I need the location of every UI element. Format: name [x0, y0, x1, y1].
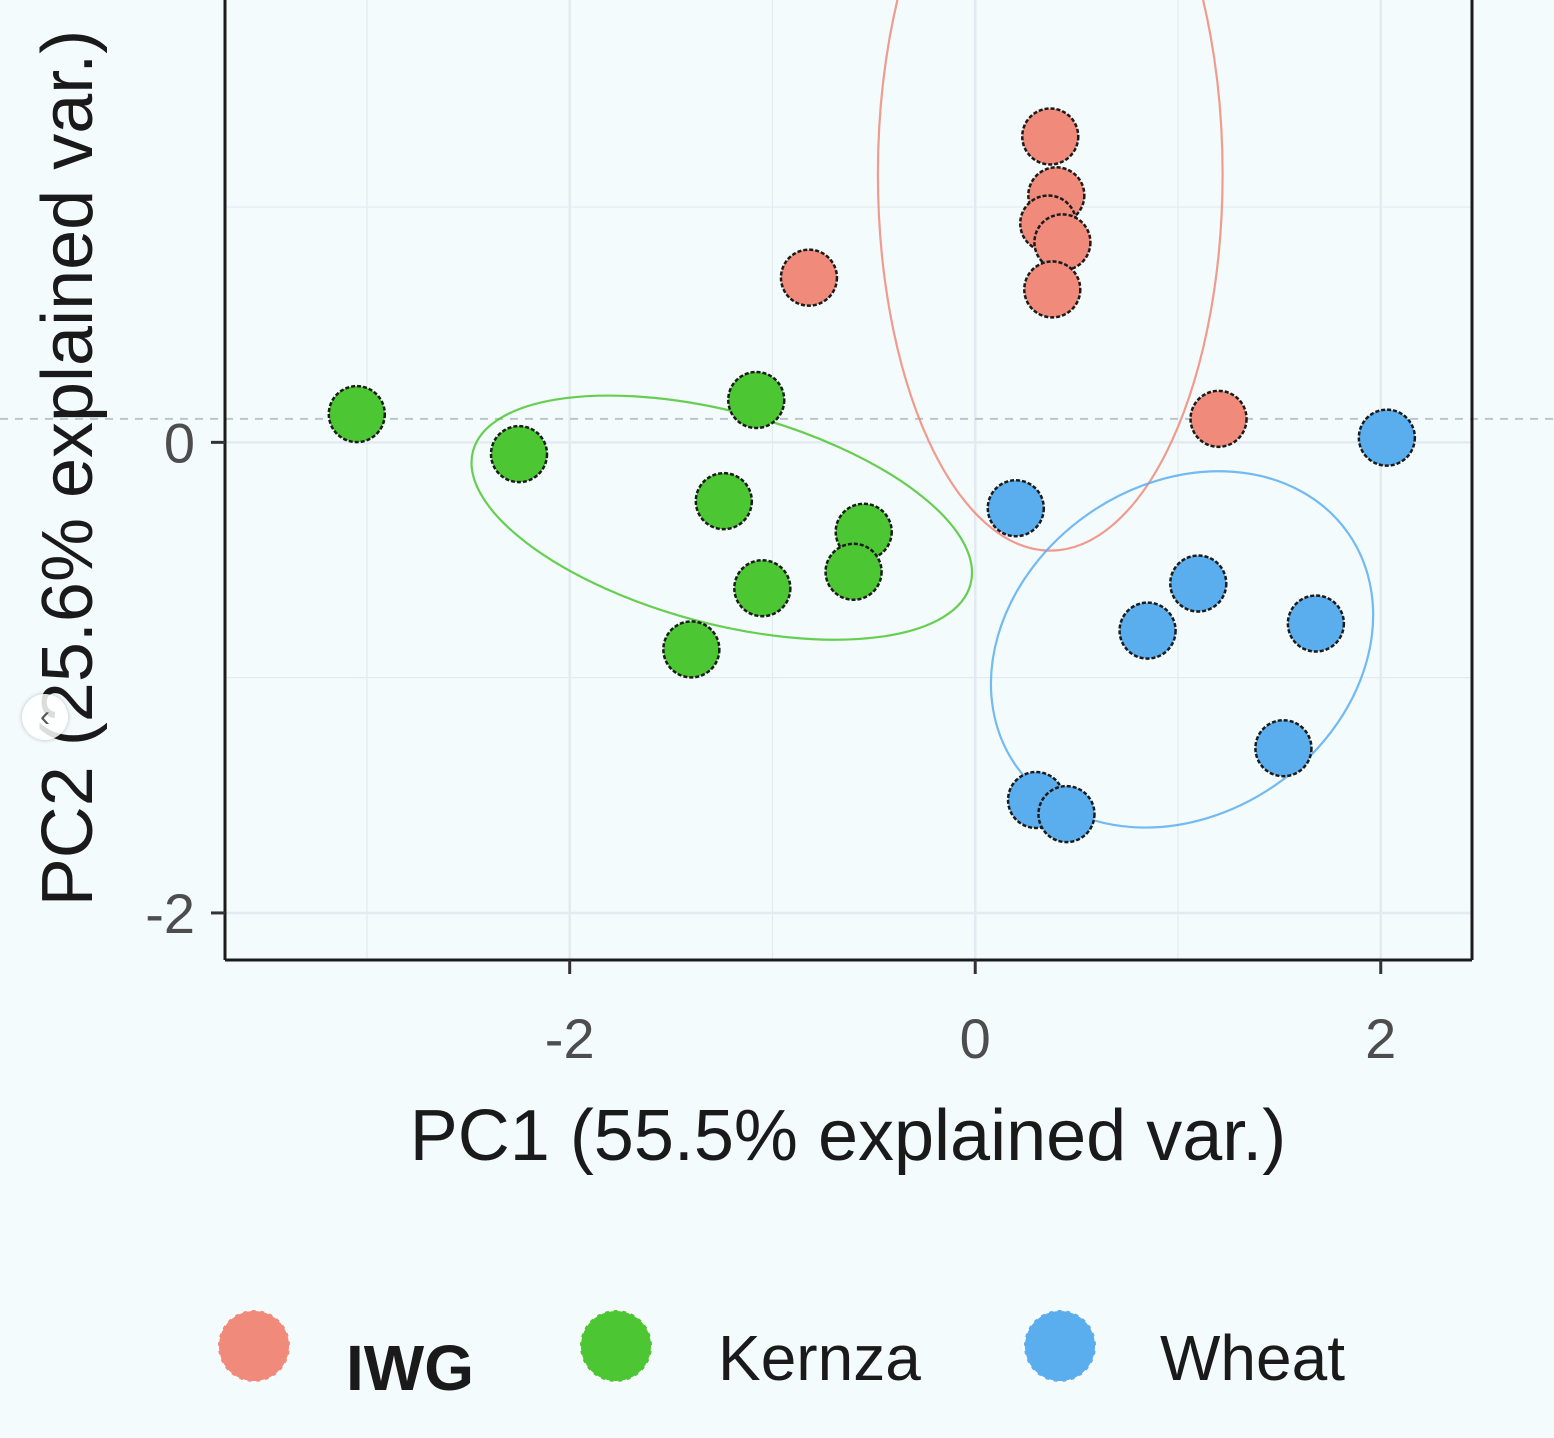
- point-wheat: [1286, 594, 1346, 653]
- point-wheat: [1169, 554, 1228, 613]
- y-tick-label: 0: [164, 411, 195, 474]
- data-points: [327, 107, 1417, 844]
- x-tick-label: 2: [1365, 1007, 1396, 1070]
- legend-label-iwg: IWG: [346, 1332, 474, 1404]
- legend-key-wheat: [1023, 1309, 1097, 1383]
- y-tick-label: -2: [145, 882, 195, 945]
- point-kernza: [733, 558, 792, 618]
- legend: IWG Kernza Wheat: [217, 1309, 1345, 1404]
- carousel-prev-button[interactable]: ‹: [22, 694, 68, 740]
- legend-label-kernza: Kernza: [718, 1322, 921, 1394]
- point-iwg: [779, 248, 839, 307]
- point-iwg: [1189, 389, 1248, 449]
- point-iwg: [1023, 260, 1082, 319]
- ellipse-iwg: [876, 0, 1224, 552]
- point-kernza: [662, 620, 721, 679]
- axes: -2 0 2 -2 0 2: [145, 0, 1474, 1070]
- point-wheat: [1254, 718, 1313, 778]
- y-tick-label: 2: [164, 0, 195, 4]
- ellipse-wheat: [989, 470, 1375, 829]
- point-wheat: [986, 478, 1046, 538]
- point-kernza: [726, 370, 786, 430]
- point-iwg: [1021, 107, 1080, 166]
- legend-key-iwg: [217, 1309, 291, 1383]
- x-tick-label: 0: [960, 1007, 991, 1070]
- grid: [225, 0, 1472, 960]
- chevron-left-icon: ‹: [40, 700, 50, 733]
- point-wheat: [1357, 408, 1417, 467]
- point-wheat: [1037, 784, 1096, 844]
- legend-key-kernza: [579, 1309, 653, 1383]
- x-tick-label: -2: [545, 1007, 595, 1070]
- point-kernza: [824, 542, 883, 602]
- point-wheat: [1118, 601, 1177, 660]
- legend-label-wheat: Wheat: [1160, 1322, 1345, 1394]
- point-kernza: [327, 384, 387, 444]
- y-axis-title: PC2 (25.6% explained var.): [28, 30, 108, 906]
- point-kernza: [694, 471, 754, 531]
- point-kernza: [489, 424, 549, 484]
- x-axis-title: PC1 (55.5% explained var.): [410, 1096, 1286, 1176]
